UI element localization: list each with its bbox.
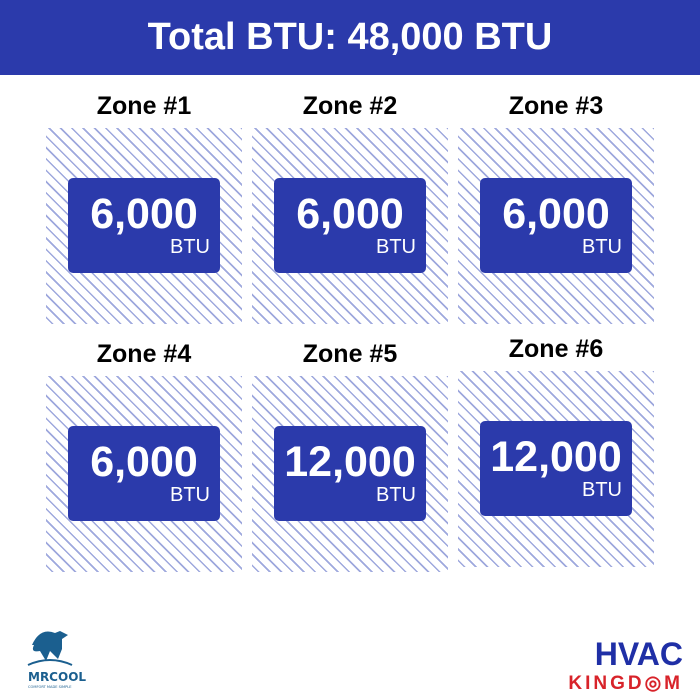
btu-box: 6,000 BTU (68, 178, 220, 273)
zone-label: Zone #3 (508, 92, 604, 120)
btu-box: 12,000 BTU (480, 421, 632, 516)
svg-text:KINGD◎M: KINGD◎M (568, 673, 683, 694)
btu-unit: BTU (582, 479, 622, 501)
btu-box: 6,000 BTU (480, 178, 632, 273)
btu-box: 12,000 BTU (274, 426, 426, 521)
btu-unit: BTU (376, 484, 416, 506)
zone-hatch-tile: 6,000 BTU (252, 128, 448, 324)
btu-value: 6,000 (296, 190, 404, 238)
btu-unit: BTU (376, 236, 416, 258)
zone-hatch-tile: 6,000 BTU (46, 376, 242, 572)
btu-unit: BTU (170, 484, 210, 506)
btu-value: 12,000 (284, 438, 416, 486)
svg-text:COMFORT MADE SIMPLE: COMFORT MADE SIMPLE (28, 685, 72, 689)
header-title: Total BTU: 48,000 BTU (147, 16, 553, 58)
polar-bear-icon: MRCOOL COMFORT MADE SIMPLE (27, 631, 86, 689)
zone-label: Zone #6 (508, 335, 604, 363)
hvac-kingdom-logo: HVAC KINGD◎M (560, 635, 690, 695)
btu-value: 6,000 (90, 438, 198, 486)
total-btu-header: Total BTU: 48,000 BTU (0, 0, 700, 75)
btu-box: 6,000 BTU (274, 178, 426, 273)
btu-box: 6,000 BTU (68, 426, 220, 521)
btu-value: 6,000 (502, 190, 610, 238)
mrcool-logo: MRCOOL COMFORT MADE SIMPLE (10, 625, 105, 690)
zone-hatch-tile: 12,000 BTU (252, 376, 448, 572)
btu-unit: BTU (170, 236, 210, 258)
svg-text:HVAC: HVAC (595, 636, 683, 672)
btu-unit: BTU (582, 236, 622, 258)
btu-value: 6,000 (90, 190, 198, 238)
zone-label: Zone #2 (302, 92, 398, 120)
zone-label: Zone #4 (96, 340, 192, 368)
btu-value: 12,000 (490, 433, 622, 481)
zone-hatch-tile: 6,000 BTU (46, 128, 242, 324)
zone-hatch-tile: 6,000 BTU (458, 128, 654, 324)
zone-label: Zone #5 (302, 340, 398, 368)
zone-hatch-tile: 12,000 BTU (458, 371, 654, 567)
svg-text:MRCOOL: MRCOOL (28, 670, 86, 684)
zone-label: Zone #1 (96, 92, 192, 120)
hvac-kingdom-wordmark: HVAC KINGD◎M (568, 636, 683, 694)
